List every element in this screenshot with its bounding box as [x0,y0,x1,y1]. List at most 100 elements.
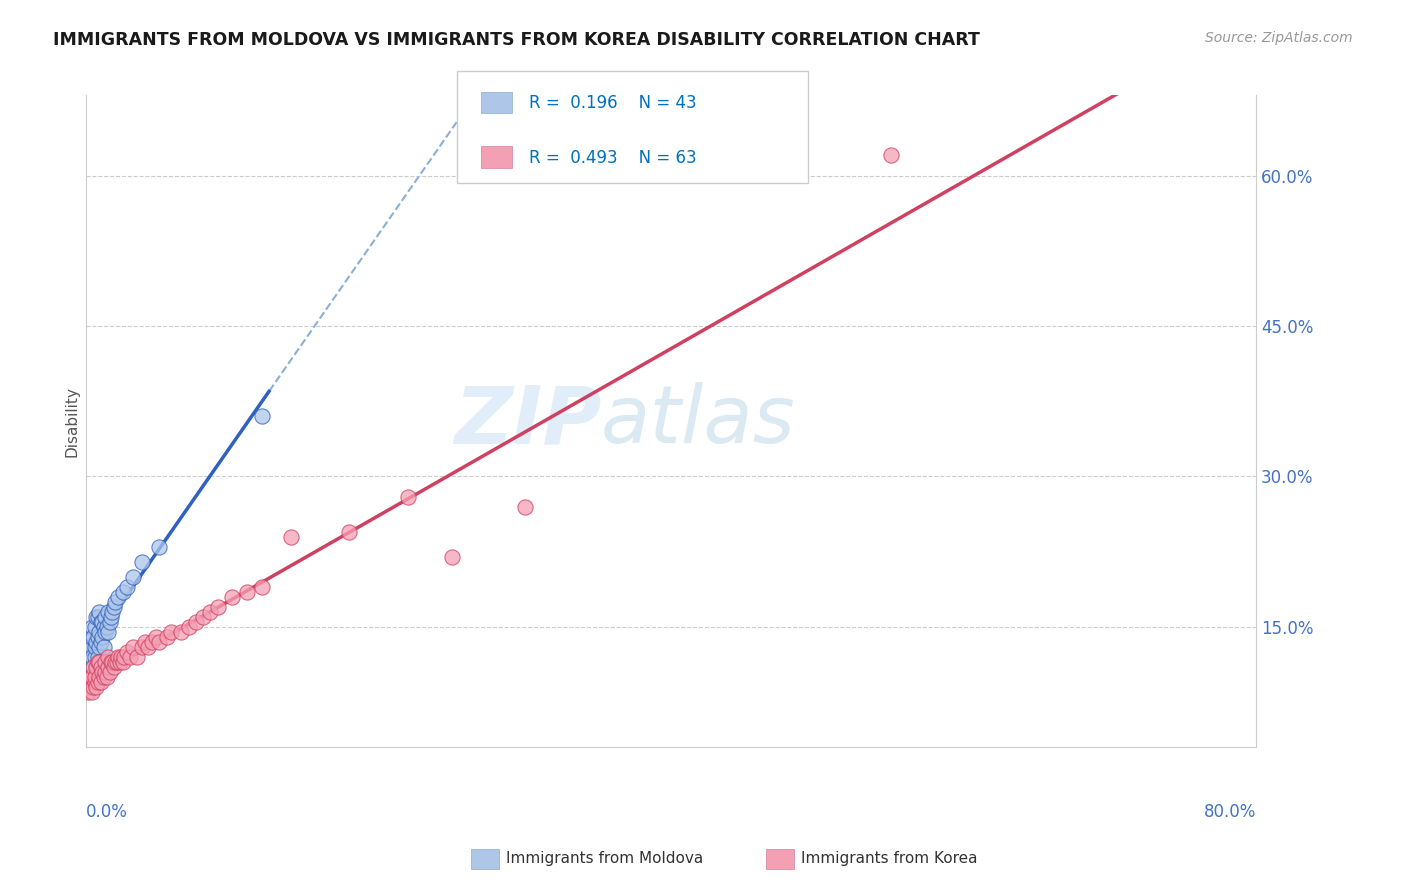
Text: Immigrants from Korea: Immigrants from Korea [801,851,979,865]
Point [127,650,149,665]
Point [84,640,107,654]
Point [108,655,131,669]
Point [200,605,222,619]
Point [100,610,122,624]
Point [82,630,104,644]
Point [82,660,104,674]
Point [236,585,259,599]
Point [82,680,104,694]
Point [98,665,121,680]
Point [97,625,120,640]
Point [101,655,124,669]
Point [86,610,108,624]
Point [170,625,193,640]
Point [77,680,100,694]
Point [118,650,141,665]
Point [115,580,138,594]
Y-axis label: Disability: Disability [65,386,79,457]
Point [160,625,183,640]
Point [148,635,170,649]
Point [91,665,114,680]
Point [122,570,145,584]
Point [131,555,153,569]
Point [250,409,273,424]
Point [84,620,107,634]
Point [89,625,111,640]
Point [101,605,124,619]
Text: 0.0%: 0.0% [86,803,128,821]
Point [91,630,114,644]
Point [155,630,177,644]
Point [87,655,110,669]
Point [96,670,118,684]
Point [87,650,110,665]
Point [93,620,115,634]
Point [90,675,112,690]
Point [94,625,117,640]
Point [184,615,207,629]
Point [86,680,108,694]
Text: 80.0%: 80.0% [1204,803,1257,821]
Point [103,660,125,674]
Text: atlas: atlas [600,383,796,460]
Point [79,660,101,674]
Point [90,635,112,649]
Point [82,660,104,674]
Point [136,640,159,654]
Point [89,605,111,619]
Point [111,585,134,599]
Point [122,640,145,654]
Point [513,500,536,514]
Point [103,599,125,614]
Point [93,670,115,684]
Point [104,595,127,609]
Point [105,655,128,669]
Point [110,650,132,665]
Point [97,605,120,619]
Point [97,650,120,665]
Point [77,640,100,654]
Point [131,640,153,654]
Point [79,630,101,644]
Point [280,530,302,544]
Point [89,670,111,684]
Point [339,524,361,539]
Point [141,635,163,649]
Point [207,599,229,614]
Point [79,675,101,690]
Text: ZIP: ZIP [454,383,600,460]
Point [111,655,134,669]
Point [193,610,215,624]
Point [94,655,117,669]
Point [84,670,107,684]
Point [84,650,107,665]
Point [87,610,110,624]
Point [148,540,170,554]
Point [87,675,110,690]
Point [177,620,200,634]
Point [98,615,121,629]
Point [93,640,115,654]
Point [80,670,103,684]
Point [440,549,463,564]
Point [76,670,98,684]
Text: Source: ZipAtlas.com: Source: ZipAtlas.com [1205,31,1353,45]
Point [91,615,114,629]
Point [112,650,135,665]
Point [87,630,110,644]
Point [96,620,118,634]
Point [115,645,138,659]
Point [76,685,98,699]
Point [97,660,120,674]
Point [79,670,101,684]
Point [134,635,156,649]
Text: R =  0.493    N = 63: R = 0.493 N = 63 [529,149,696,167]
Point [104,655,127,669]
Point [80,620,103,634]
Point [879,148,901,162]
Point [89,655,111,669]
Point [89,640,111,654]
Text: Immigrants from Moldova: Immigrants from Moldova [506,851,703,865]
Point [86,635,108,649]
Point [107,650,129,665]
